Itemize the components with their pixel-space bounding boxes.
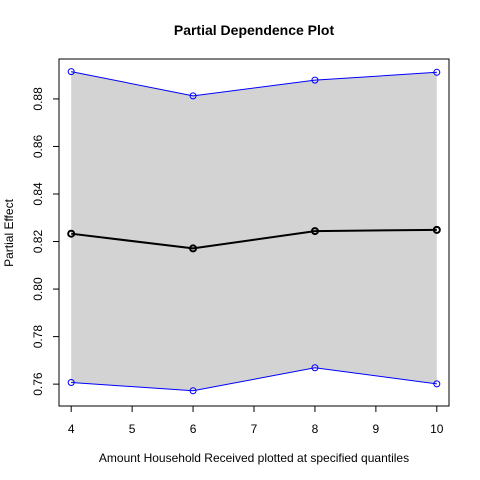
y-tick-label: 0.88 [31, 87, 45, 111]
y-tick-label: 0.84 [31, 182, 45, 206]
y-axis: 0.76 0.78 0.80 0.82 0.84 0.86 0.88 [31, 87, 59, 396]
x-tick-label: 9 [373, 422, 380, 436]
y-tick-label: 0.82 [31, 230, 45, 254]
y-tick-label: 0.78 [31, 325, 45, 349]
y-tick-label: 0.86 [31, 134, 45, 158]
x-tick-label: 6 [190, 422, 197, 436]
plot-area [68, 69, 440, 394]
x-tick-label: 7 [251, 422, 258, 436]
x-axis-label: Amount Household Received plotted at spe… [99, 451, 409, 465]
x-axis: 4 5 6 7 8 9 10 [68, 406, 444, 436]
x-tick-label: 8 [312, 422, 319, 436]
x-tick-label: 10 [430, 422, 444, 436]
chart-title: Partial Dependence Plot [174, 22, 335, 38]
y-axis-label: Partial Effect [2, 198, 16, 266]
x-tick-label: 5 [129, 422, 136, 436]
x-tick-label: 4 [68, 422, 75, 436]
y-tick-label: 0.80 [31, 277, 45, 301]
y-tick-label: 0.76 [31, 372, 45, 396]
